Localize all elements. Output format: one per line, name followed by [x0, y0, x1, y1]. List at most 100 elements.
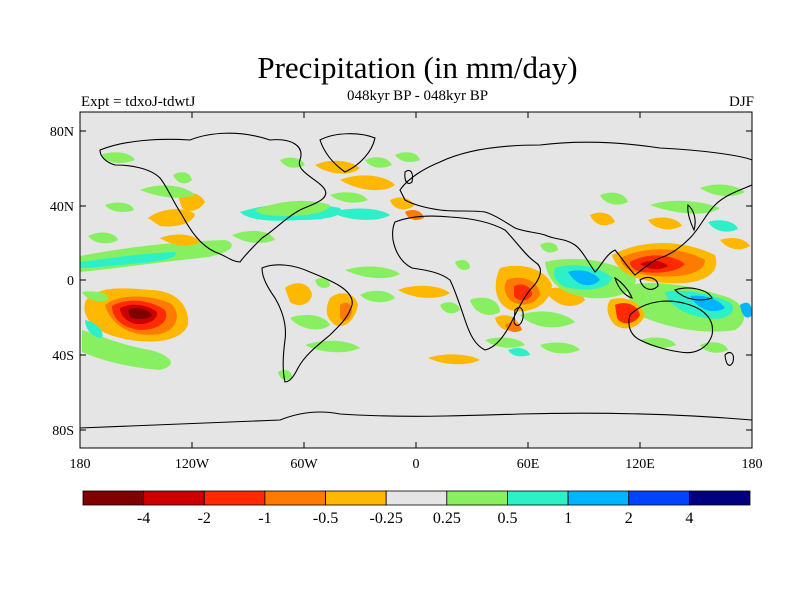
lat-tick-marks: [80, 130, 752, 431]
plot-subtitle: 048kyr BP - 048kyr BP: [346, 88, 489, 104]
colorbar-label: 2: [625, 510, 633, 527]
coastline-greenland: [319, 133, 376, 173]
colorbar-label: 0.5: [497, 510, 517, 527]
coastline-new-guinea: [673, 287, 713, 301]
anomaly-shape: [740, 302, 752, 318]
coastline-japan: [687, 203, 696, 232]
lat-tick-label: 40S: [52, 349, 74, 364]
colorbar-swatch: [567, 490, 630, 506]
lon-tick-label: 60E: [517, 457, 540, 472]
anomaly-shape: [640, 260, 668, 270]
anomaly-shape: [470, 297, 500, 315]
anomaly-shape: [82, 330, 171, 370]
anomaly-shape: [568, 270, 600, 286]
anomaly-shape: [650, 200, 720, 214]
anomaly-shape: [100, 152, 135, 163]
anomaly-shape: [160, 234, 200, 246]
coastline-africa: [392, 215, 541, 351]
lon-tick-label: 120W: [175, 457, 210, 472]
coastlines: [80, 132, 752, 429]
lon-tick-label: 60W: [290, 457, 318, 472]
anomaly-shape: [232, 230, 275, 243]
anomaly-shape: [80, 252, 176, 268]
colorbar-swatch: [628, 490, 690, 506]
anomaly-shape: [315, 278, 330, 288]
anomaly-shape: [88, 232, 118, 244]
anomaly-shape: [140, 185, 195, 198]
colorbar: -4 -2 -1 -0.5 -0.25 0.25 0.5 1 2 4: [82, 490, 751, 527]
anomaly-shape: [428, 354, 480, 365]
lat-tick-label: 0: [67, 274, 74, 289]
coastline-antarctica: [80, 411, 752, 429]
colorbar-swatch: [385, 490, 448, 506]
anomaly-shape: [305, 340, 360, 353]
colorbar-swatch: [688, 490, 751, 506]
colorbar-label: -0.25: [370, 510, 403, 527]
precip-anomaly-layer: [80, 152, 752, 380]
anomaly-shape: [390, 197, 414, 210]
colorbar-swatch: [264, 490, 326, 506]
colorbar-label: 0.25: [433, 510, 461, 527]
anomaly-shape: [365, 157, 392, 168]
plot-title: Precipitation (in mm/day): [257, 50, 578, 85]
colorbar-swatch: [203, 490, 266, 506]
anomaly-shape: [290, 314, 330, 330]
lon-tick-label: 120E: [625, 457, 655, 472]
anomaly-shape: [345, 266, 400, 279]
colorbar-label: -0.5: [313, 510, 338, 527]
lon-tick-label: 180: [742, 457, 763, 472]
anomaly-shape: [514, 284, 532, 301]
anomaly-shape: [505, 322, 522, 333]
coastline-eurasia: [399, 141, 752, 276]
coastline-madagascar: [513, 307, 524, 327]
anomaly-shape: [440, 302, 460, 314]
anomaly-shape: [520, 311, 575, 328]
anomaly-shape: [330, 192, 368, 203]
anomaly-shape: [508, 347, 530, 357]
anomaly-shape: [600, 192, 628, 205]
anomaly-shape: [340, 175, 395, 191]
anomaly-shape: [128, 308, 152, 320]
anomaly-shape: [360, 290, 395, 303]
colorbar-swatch: [507, 490, 569, 506]
colorbar-label: 1: [564, 510, 572, 527]
colorbar-swatch: [82, 490, 145, 506]
coastline-australia: [628, 300, 714, 354]
experiment-label: Expt = tdxoJ-tdwtJ: [81, 94, 196, 110]
lon-tick-label: 180: [70, 457, 91, 472]
colorbar-swatch: [143, 490, 205, 506]
anomaly-shape: [278, 370, 292, 380]
lat-tick-label: 80S: [52, 424, 74, 439]
anomaly-shape: [720, 238, 750, 250]
anomaly-shape: [85, 320, 103, 338]
anomaly-shape: [285, 283, 312, 306]
anomaly-shape: [340, 302, 352, 321]
anomaly-shape: [615, 303, 640, 324]
coastline-borneo: [639, 277, 659, 290]
colorbar-label: -1: [258, 510, 271, 527]
anomaly-shape: [280, 157, 305, 168]
season-label: DJF: [728, 94, 754, 110]
anomaly-shape: [148, 209, 195, 227]
anomaly-shape: [590, 212, 615, 226]
lat-tick-label: 80N: [50, 125, 74, 140]
lon-tick-label: 0: [413, 457, 420, 472]
colorbar-label: -2: [198, 510, 211, 527]
anomaly-shape: [173, 172, 192, 184]
anomaly-shape: [540, 342, 580, 354]
anomaly-shape: [640, 337, 676, 348]
coastline-uk: [404, 169, 414, 185]
colorbar-label: -4: [137, 510, 150, 527]
colorbar-swatch: [325, 490, 387, 506]
coastline-sumatra: [614, 276, 633, 299]
anomaly-shape: [330, 208, 390, 220]
colorbar-label: 4: [685, 510, 693, 527]
lat-tick-label: 40N: [50, 200, 74, 215]
anomaly-shape: [708, 220, 738, 232]
anomaly-shape: [455, 260, 470, 270]
anomaly-shape: [82, 291, 109, 302]
colorbar-swatch: [446, 490, 508, 506]
coastline-new-zealand: [724, 352, 734, 366]
anomaly-shape: [398, 285, 450, 298]
